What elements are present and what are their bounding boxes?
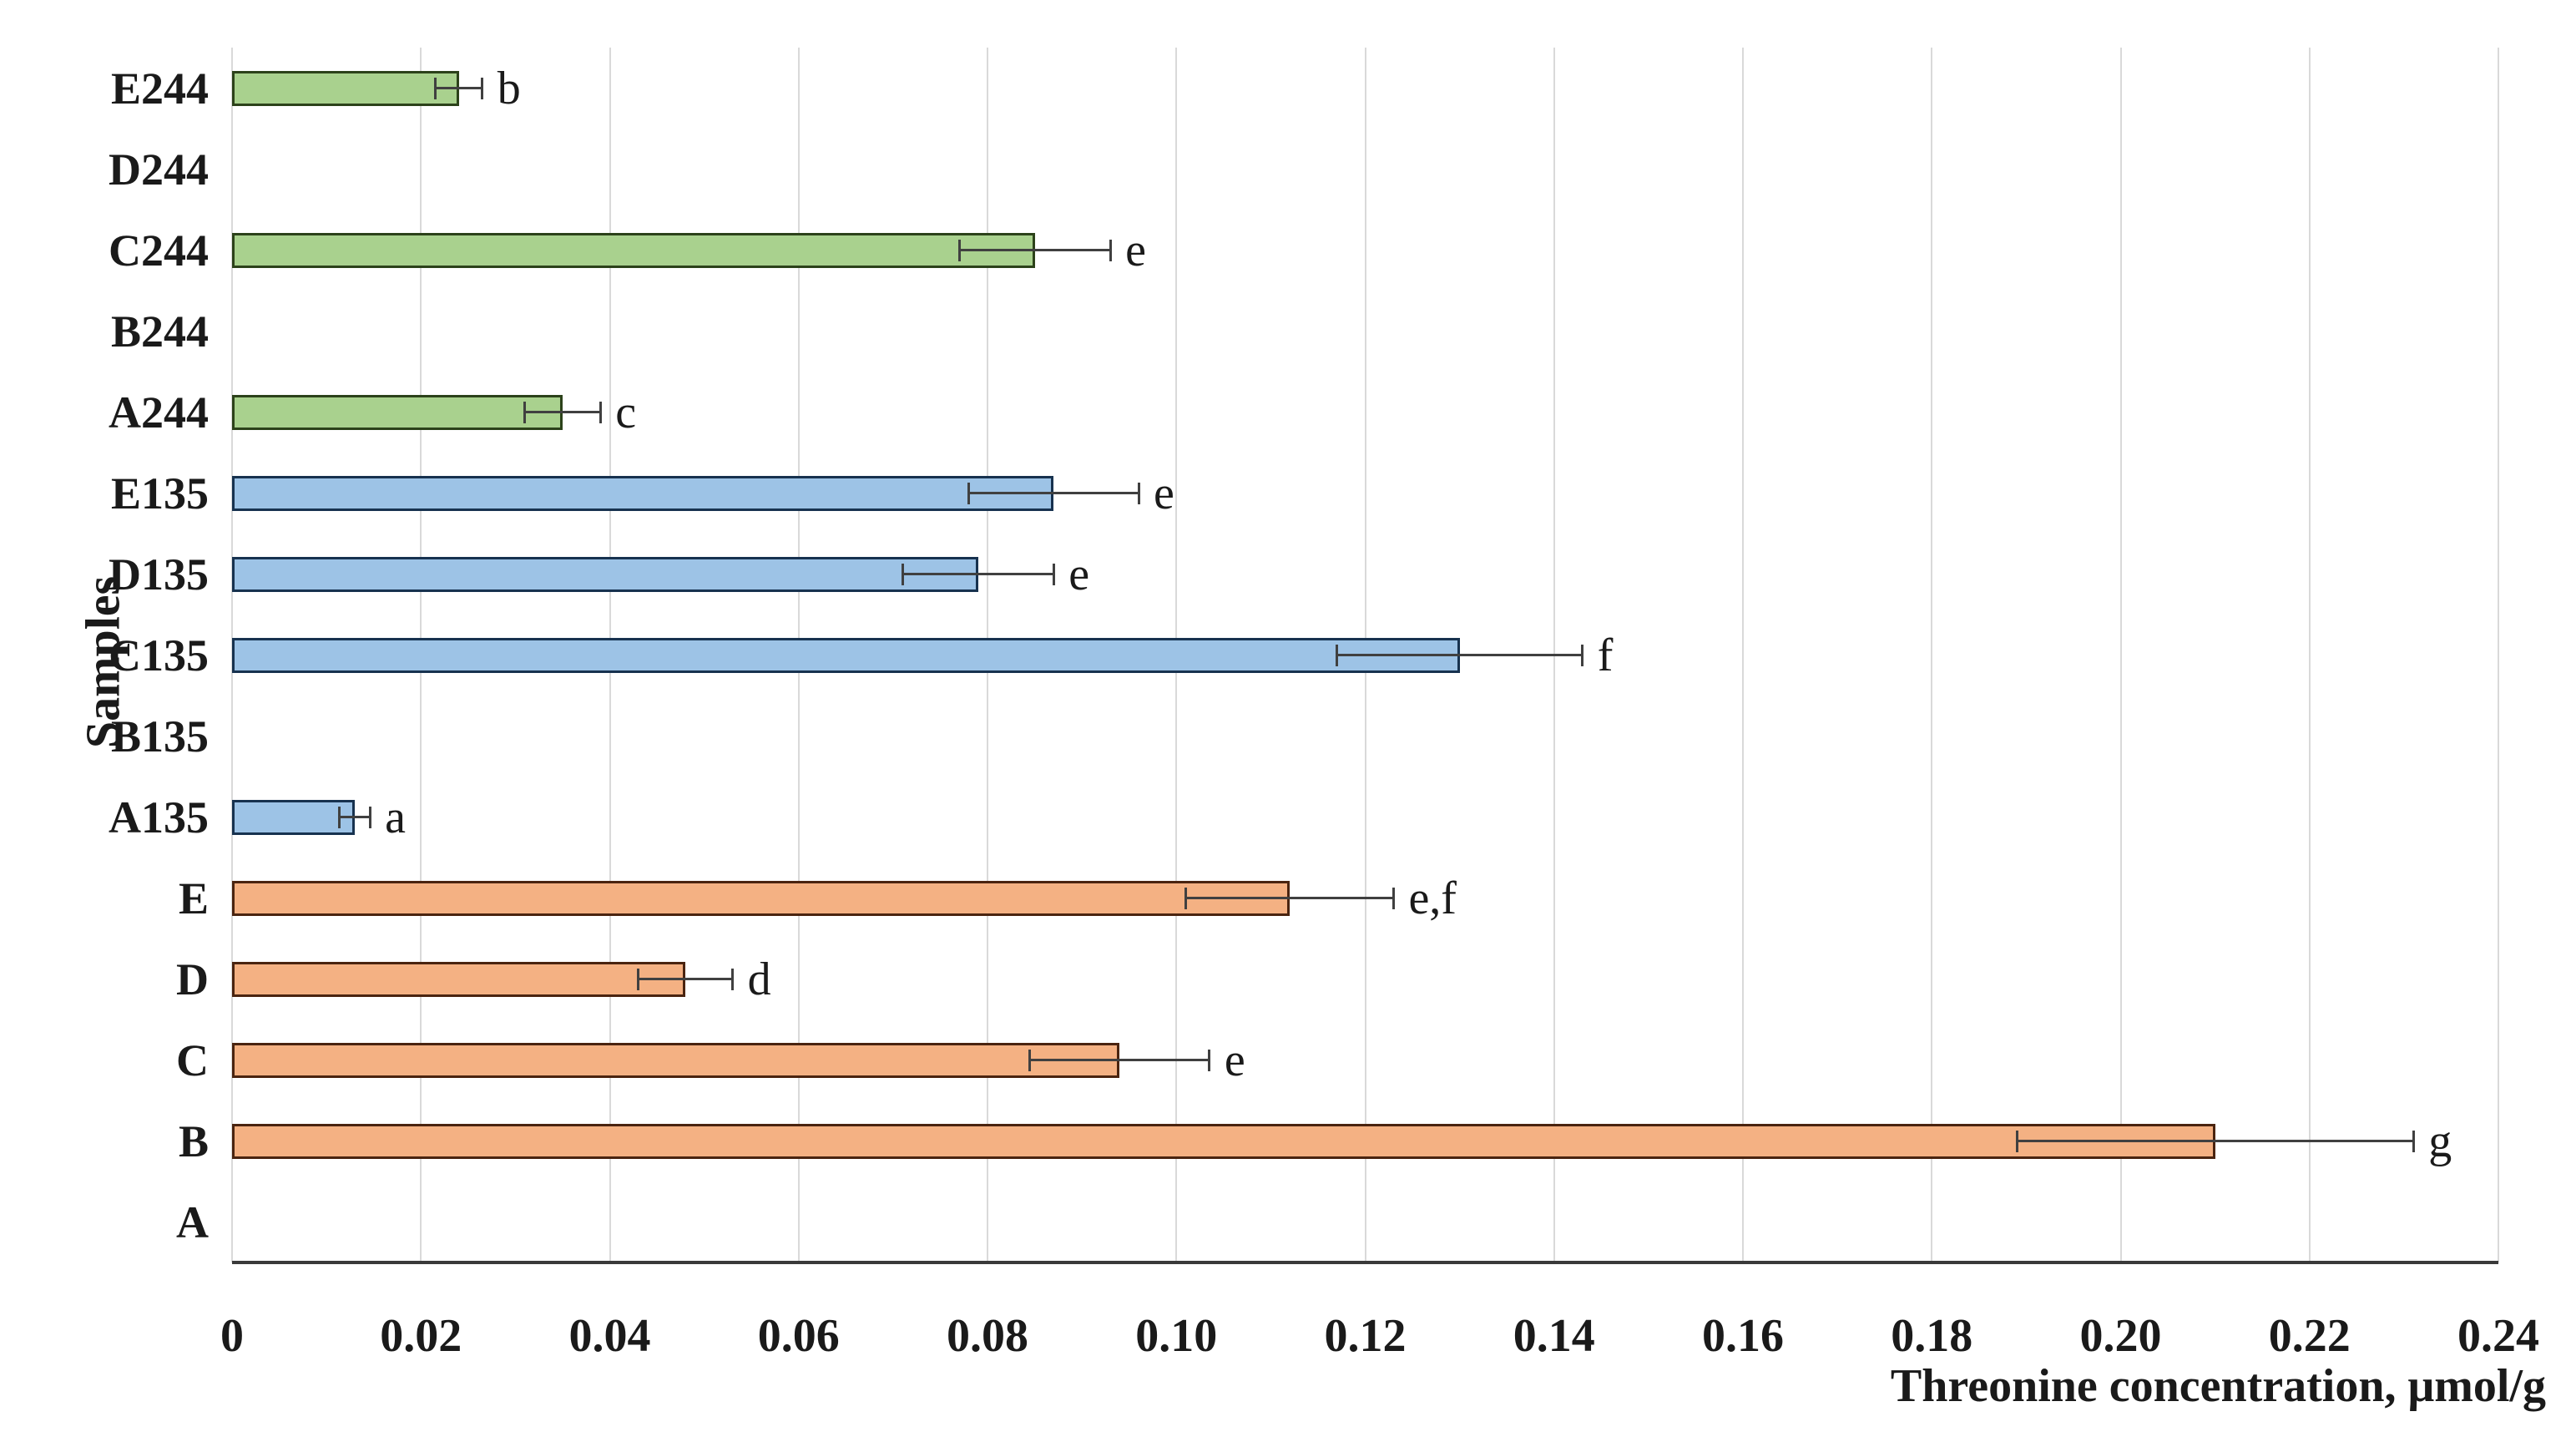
bar-C135	[232, 637, 1460, 673]
y-label-C244: C244	[109, 225, 209, 276]
gridline-0.22	[2308, 48, 2311, 1262]
error-cap-left-A135	[338, 806, 341, 828]
sig-letter-B: g	[2428, 1115, 2452, 1167]
y-label-E135: E135	[110, 468, 209, 519]
bar-E244	[232, 70, 459, 106]
bar-E	[232, 880, 1290, 916]
sig-letter-C244: e	[1125, 224, 1146, 276]
sig-letter-A244: c	[615, 386, 637, 438]
bar-D	[232, 961, 685, 997]
x-tick-0.20: 0.20	[2079, 1310, 2162, 1362]
sig-letter-D: d	[747, 953, 771, 1005]
y-label-B135: B135	[110, 711, 209, 761]
x-tick-0.06: 0.06	[757, 1310, 840, 1362]
error-cap-right-C135	[1581, 644, 1584, 666]
error-cap-left-B	[2015, 1130, 2018, 1152]
x-tick-0.18: 0.18	[1891, 1310, 1973, 1362]
x-tick-0: 0	[220, 1310, 244, 1362]
sig-letter-E: e,f	[1408, 872, 1457, 924]
error-bar-D	[638, 978, 733, 980]
y-label-D: D	[176, 954, 209, 1004]
error-cap-left-C135	[1336, 644, 1339, 666]
sig-letter-C: e	[1224, 1034, 1245, 1086]
y-label-B244: B244	[110, 306, 209, 357]
error-bar-C135	[1336, 654, 1583, 656]
y-label-B: B	[178, 1116, 209, 1166]
error-cap-right-D	[731, 968, 735, 990]
error-bar-A135	[339, 816, 371, 818]
error-cap-right-A244	[599, 401, 602, 423]
x-tick-0.02: 0.02	[380, 1310, 462, 1362]
error-cap-left-D	[636, 968, 639, 990]
y-label-C: C	[176, 1035, 209, 1085]
gridline-0.24	[2498, 48, 2499, 1262]
error-bar-D135	[902, 573, 1054, 575]
bar-C244	[232, 232, 1035, 268]
sig-letter-E244: b	[497, 62, 521, 114]
error-bar-A244	[524, 411, 601, 413]
x-tick-0.16: 0.16	[1702, 1310, 1784, 1362]
error-bar-E244	[435, 87, 482, 89]
error-cap-left-C244	[957, 239, 961, 261]
error-bar-E135	[968, 492, 1139, 494]
plot-area: b e c e e f a e,f d e g	[231, 48, 2499, 1264]
sig-letter-E135: e	[1154, 467, 1174, 519]
error-bar-E	[1185, 897, 1394, 899]
error-cap-left-C	[1028, 1049, 1032, 1071]
x-axis-line	[232, 1261, 2498, 1264]
y-label-E244: E244	[110, 63, 209, 114]
y-label-A: A	[176, 1197, 209, 1247]
x-tick-0.24: 0.24	[2457, 1310, 2539, 1362]
y-label-C135: C135	[109, 630, 209, 680]
x-tick-0.04: 0.04	[568, 1310, 651, 1362]
bar-A135	[232, 799, 356, 835]
y-label-D135: D135	[109, 549, 209, 600]
sig-letter-D135: e	[1068, 548, 1090, 600]
error-cap-right-C	[1208, 1049, 1211, 1071]
error-bar-B	[2017, 1140, 2414, 1142]
x-tick-0.10: 0.10	[1135, 1310, 1218, 1362]
y-label-A135: A135	[109, 792, 209, 842]
error-cap-left-E135	[967, 482, 970, 504]
sig-letter-C135: f	[1597, 629, 1614, 681]
x-tick-0.08: 0.08	[947, 1310, 1028, 1362]
x-tick-0.14: 0.14	[1513, 1310, 1595, 1362]
y-label-E: E	[178, 873, 209, 923]
y-label-D244: D244	[109, 144, 209, 195]
error-cap-right-D135	[1052, 563, 1055, 585]
error-cap-right-E135	[1137, 482, 1140, 504]
error-cap-right-A135	[368, 806, 371, 828]
error-cap-left-A244	[523, 401, 527, 423]
y-label-A244: A244	[109, 387, 209, 438]
bar-B	[232, 1123, 2215, 1159]
error-cap-left-D135	[901, 563, 904, 585]
error-cap-right-E	[1392, 887, 1395, 909]
bar-D135	[232, 556, 978, 592]
gridline-0.18	[1931, 48, 1933, 1262]
gridline-0.20	[2119, 48, 2122, 1262]
gridline-0.16	[1742, 48, 1744, 1262]
x-tick-0.12: 0.12	[1324, 1310, 1407, 1362]
error-cap-right-C244	[1109, 239, 1112, 261]
bar-A244	[232, 394, 563, 430]
error-cap-left-E244	[433, 77, 437, 99]
x-axis-title: Threonine concentration, μmol/g	[1890, 1360, 2546, 1412]
error-cap-right-E244	[481, 77, 484, 99]
x-tick-0.22: 0.22	[2268, 1310, 2351, 1362]
error-cap-left-E	[1184, 887, 1188, 909]
error-cap-right-B	[2412, 1130, 2415, 1152]
error-bar-C	[1029, 1059, 1210, 1061]
sig-letter-A135: a	[385, 791, 407, 843]
error-bar-C244	[959, 249, 1111, 251]
bar-C	[232, 1042, 1120, 1078]
bar-E135	[232, 475, 1054, 511]
